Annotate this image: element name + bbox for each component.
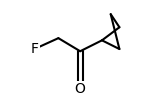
Text: F: F	[30, 42, 38, 56]
Text: O: O	[75, 82, 86, 96]
